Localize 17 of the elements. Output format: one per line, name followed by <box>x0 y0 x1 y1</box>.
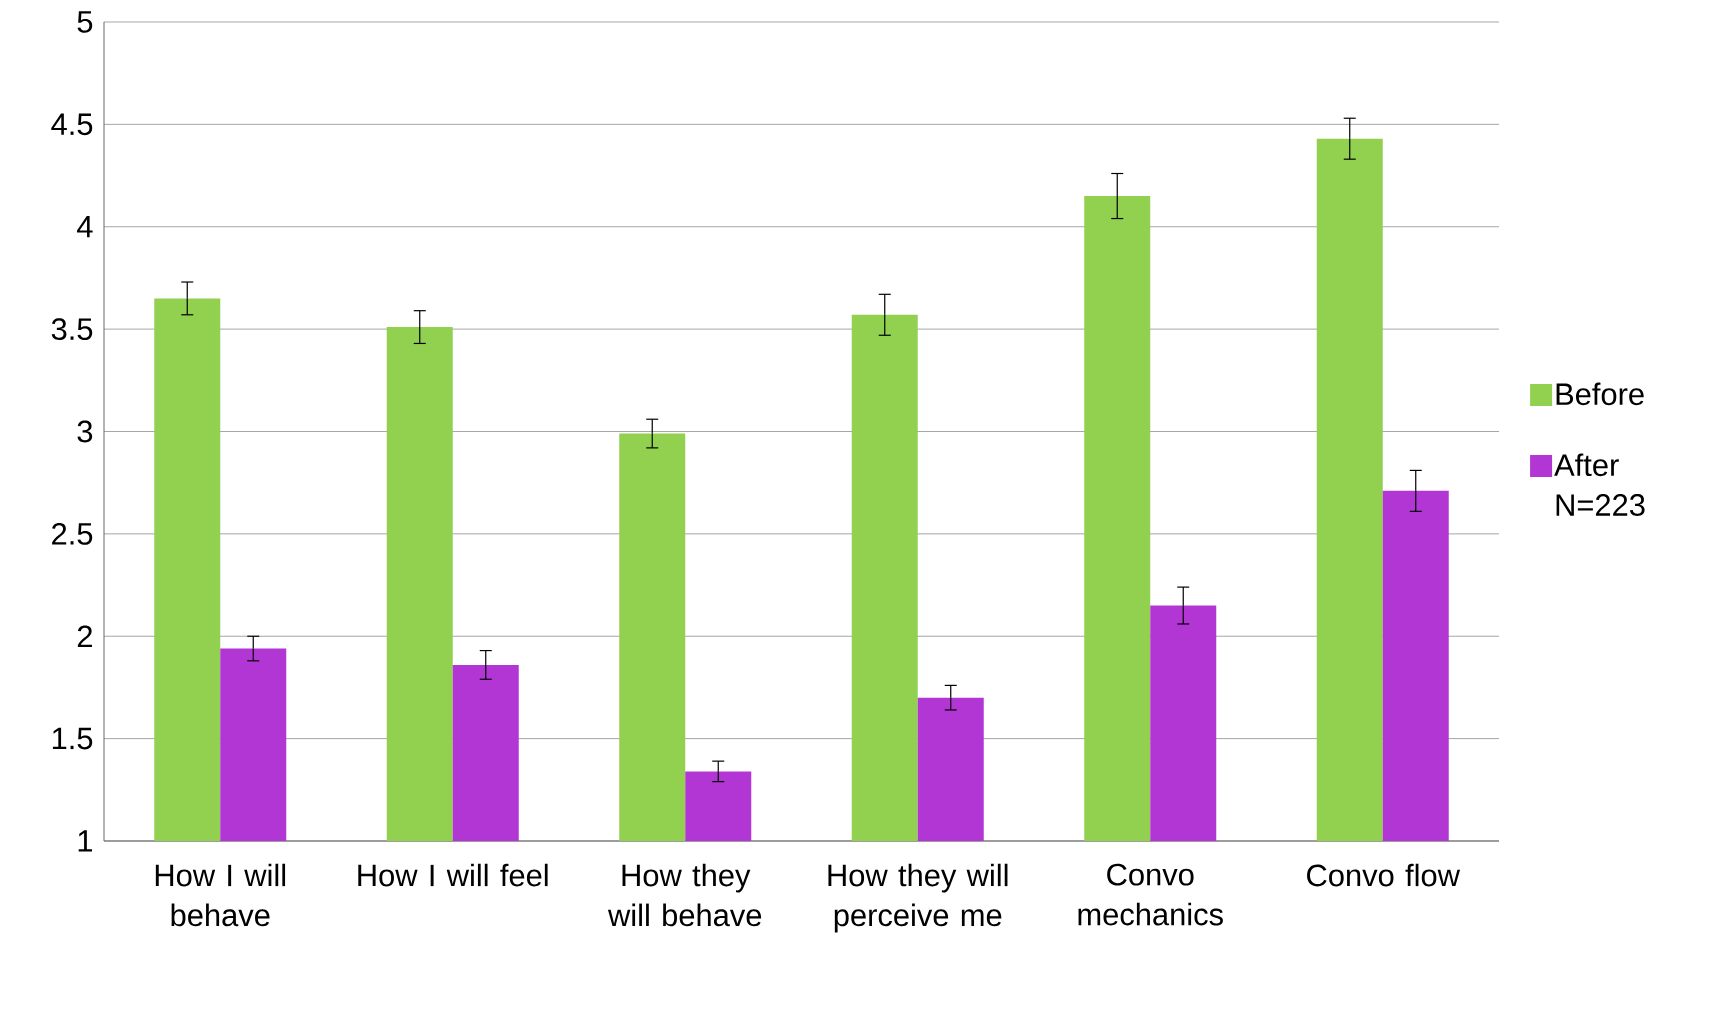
legend-label: Before <box>1556 382 1644 406</box>
x-tick-label: Convo mechanics <box>1078 863 1223 926</box>
y-tick-label: 4 <box>77 216 93 238</box>
y-tick-label: 3 <box>77 420 93 443</box>
legend-label: After N=223 <box>1554 453 1645 516</box>
x-tick-label: How they will behave <box>607 863 762 927</box>
y-tick-label: 1.5 <box>52 727 93 750</box>
y-tick-label: 2 <box>77 625 92 648</box>
y-tick-label: 2.5 <box>52 522 93 545</box>
x-tick-label: How they will perceive me <box>828 863 1008 933</box>
y-tick-label: 4.5 <box>51 113 93 136</box>
y-tick-label: 3.5 <box>51 318 93 341</box>
x-tick-label: How I will feel <box>358 863 548 887</box>
x-tick-label: How I will behave <box>155 863 286 927</box>
y-tick-label: 1 <box>78 830 92 852</box>
x-tick-label: Convo flow <box>1307 863 1461 887</box>
y-tick-label: 5 <box>77 11 93 33</box>
